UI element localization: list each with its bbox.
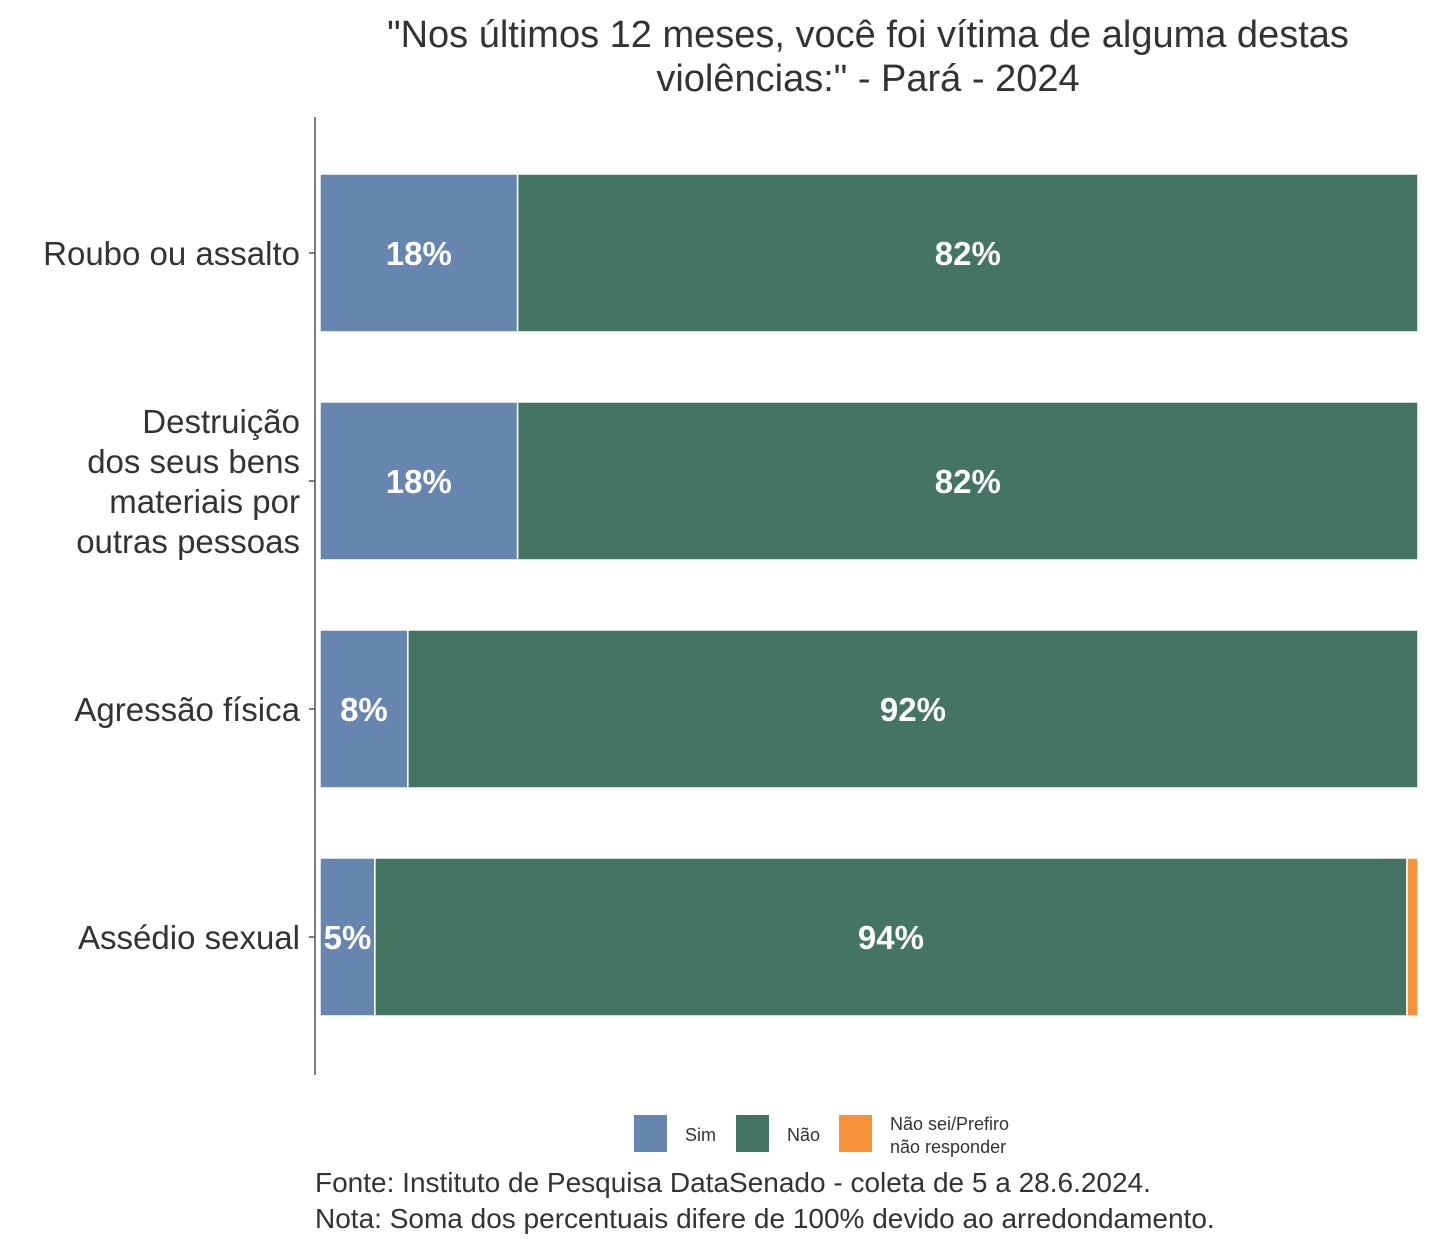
- bar-segment: [407, 629, 1419, 789]
- title-line: violências:" - Pará - 2024: [656, 58, 1079, 100]
- category-label: dos seus bens: [87, 443, 300, 480]
- bars: 18% 82% 18% 82% 8% 92% 5% 94%: [319, 173, 1419, 1017]
- category-label: Roubo ou assalto: [43, 235, 300, 272]
- category-label: Destruição: [142, 403, 300, 440]
- legend: Sim Não Não sei/Prefiro não responder: [634, 1114, 1009, 1157]
- bar-value-label: 8%: [340, 691, 388, 728]
- caption-line: Fonte: Instituto de Pesquisa DataSenado …: [315, 1167, 1151, 1198]
- bar-value-label: 82%: [935, 463, 1001, 500]
- caption: Fonte: Instituto de Pesquisa DataSenado …: [315, 1167, 1215, 1234]
- title-line: "Nos últimos 12 meses, você foi vítima d…: [387, 14, 1349, 56]
- bar-segment: [1406, 857, 1419, 1017]
- category-label: Agressão física: [74, 691, 300, 728]
- bar-value-label: 82%: [935, 235, 1001, 272]
- bar-segment: [516, 401, 1419, 561]
- bar-value-label: 18%: [386, 235, 452, 272]
- category-label: Assédio sexual: [78, 919, 300, 956]
- legend-key: [736, 1115, 769, 1152]
- category-label: materiais por: [109, 483, 300, 520]
- legend-key: [839, 1115, 872, 1152]
- chart-title: "Nos últimos 12 meses, você foi vítima d…: [387, 14, 1349, 100]
- bar-segment: [516, 173, 1419, 333]
- bar-value-label: 94%: [858, 919, 924, 956]
- bar-segment: [319, 401, 519, 561]
- category-label: outras pessoas: [76, 523, 300, 560]
- legend-key: [634, 1115, 667, 1152]
- legend-label: não responder: [890, 1137, 1006, 1157]
- bar-value-label: 5%: [324, 919, 372, 956]
- legend-label: Não sei/Prefiro: [890, 1114, 1009, 1134]
- bar-segment: [319, 173, 519, 333]
- caption-line: Nota: Soma dos percentuais difere de 100…: [315, 1203, 1215, 1234]
- bar-value-label: 18%: [386, 463, 452, 500]
- legend-label: Sim: [685, 1125, 716, 1145]
- bar-value-label: 92%: [880, 691, 946, 728]
- bar-segment: [374, 857, 1408, 1017]
- legend-label: Não: [787, 1125, 820, 1145]
